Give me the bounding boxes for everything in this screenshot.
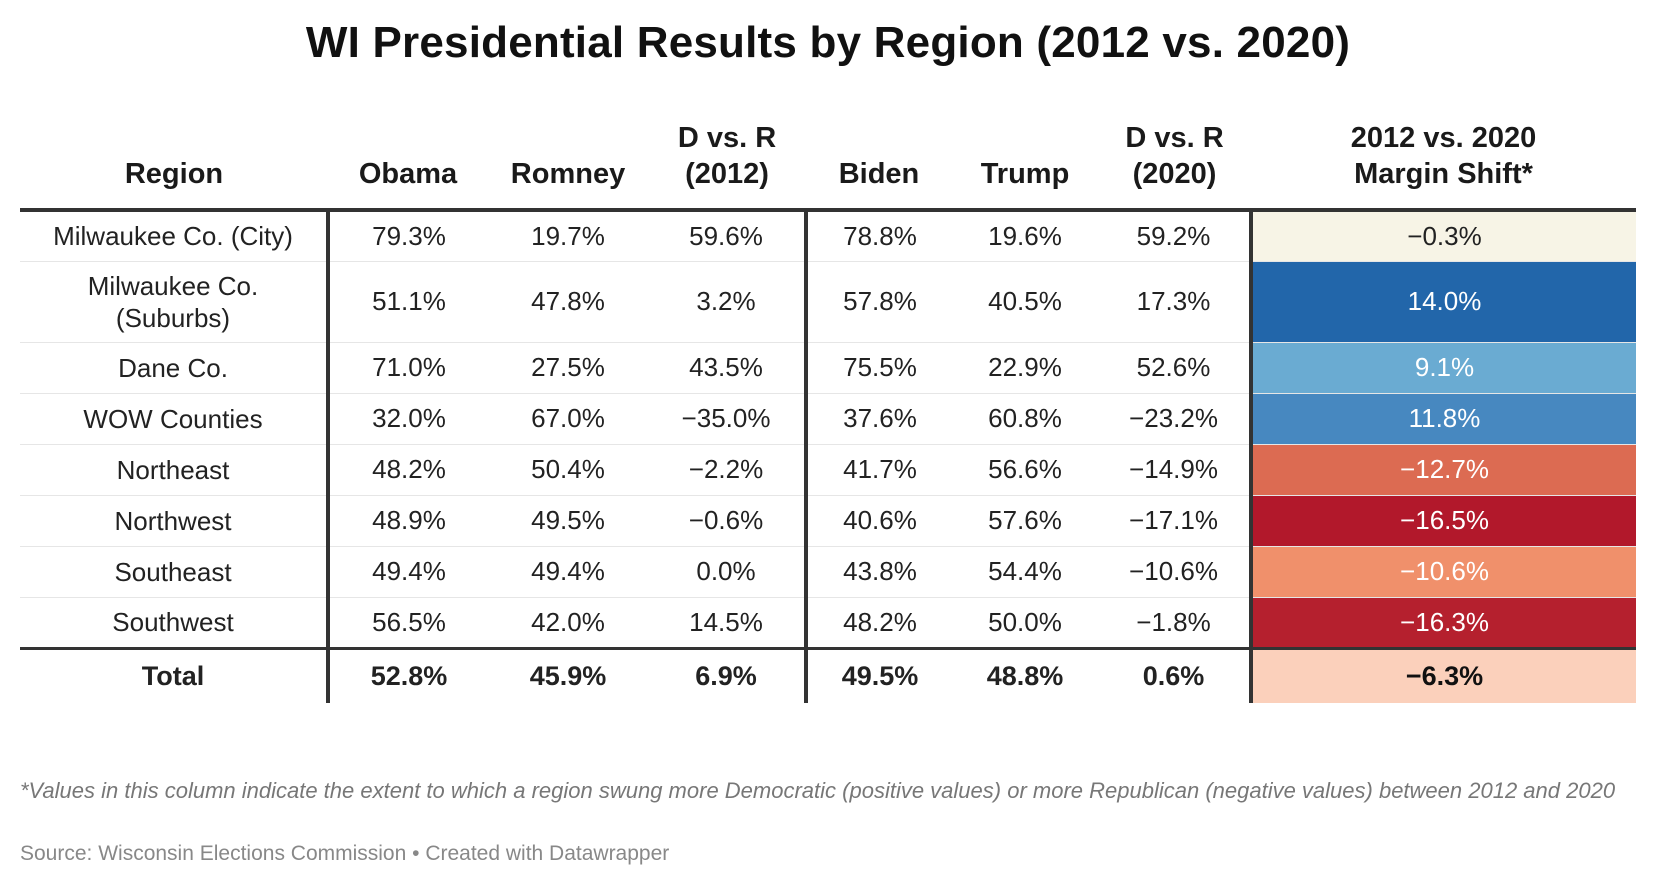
total-romney: 45.9% — [529, 660, 607, 691]
cell-margin-shift: −0.3% — [1251, 210, 1636, 261]
row-region: Southwest — [20, 597, 330, 648]
cell-margin-shift: 11.8% — [1251, 393, 1636, 444]
cell-trump: 40.5% — [988, 286, 1062, 316]
footnote: *Values in this column indicate the exte… — [20, 778, 1616, 803]
cell-biden: 37.6% — [843, 403, 917, 433]
total-margin-shift: −6.3% — [1251, 648, 1636, 703]
cell-dvr-2012: −35.0% — [648, 393, 808, 444]
source-credit: Source: Wisconsin Elections Commission •… — [20, 842, 670, 865]
cell-trump: 50.0% — [988, 606, 1062, 637]
cell-dvr-2012: 14.5% — [648, 597, 808, 648]
row-region: Dane Co. — [20, 342, 330, 393]
cell-obama: 32.0% — [372, 403, 446, 433]
cell-dvr-2020: −10.6% — [1098, 546, 1253, 597]
header-biden: Biden — [838, 158, 920, 190]
header-margin-shift: 2012 vs. 2020 Margin Shift* — [1350, 122, 1537, 190]
cell-margin-shift: −16.3% — [1251, 597, 1636, 648]
cell-dvr-2012: −2.2% — [648, 444, 808, 495]
cell-dvr-2020: 17.3% — [1098, 261, 1253, 342]
chart-title: WI Presidential Results by Region (2012 … — [305, 18, 1351, 67]
cell-dvr-2012: 59.6% — [648, 210, 808, 261]
table-row: Milwaukee Co. (Suburbs) 51.1% 47.8% 3.2% 57.… — [20, 261, 1636, 342]
table-row: Southwest 56.5% 42.0% 14.5% 48.2% 50.0% −1.8% −… — [20, 597, 1636, 648]
cell-obama: 48.9% — [372, 505, 446, 535]
cell-trump: 54.4% — [988, 556, 1062, 586]
cell-dvr-2020: −1.8% — [1098, 597, 1253, 648]
table-row: Southeast 49.4% 49.4% 0.0% 43.8% 54.4% −10.6% −… — [20, 546, 1636, 597]
total-dvr-2012: 6.9% — [648, 648, 808, 703]
cell-trump: 60.8% — [988, 403, 1062, 433]
cell-biden: 57.8% — [843, 286, 917, 316]
table-row: Dane Co. 71.0% 27.5% 43.5% 75.5% 22.9% 52.6% 9.… — [20, 342, 1636, 393]
table-row: Milwaukee Co. (City) 79.3% 19.7% 59.6% 78.8%… — [20, 210, 1636, 261]
table-row: WOW Counties 32.0% 67.0% −35.0% 37.6% 60.8% −2… — [20, 393, 1636, 444]
cell-biden: 41.7% — [843, 454, 917, 484]
row-region: Milwaukee Co. (Suburbs) — [20, 261, 330, 342]
cell-obama: 48.2% — [372, 454, 446, 484]
cell-biden: 43.8% — [843, 556, 917, 586]
header-region: Region — [124, 158, 224, 190]
cell-dvr-2020: −17.1% — [1098, 495, 1253, 546]
row-region: Milwaukee Co. (City) — [20, 210, 330, 261]
row-region: Northeast — [20, 444, 330, 495]
cell-biden: 75.5% — [843, 352, 917, 382]
total-row: Total 52.8% 45.9% 6.9% 49.5% 48.8% 0.6% … — [20, 648, 1636, 703]
cell-dvr-2012: 0.0% — [648, 546, 808, 597]
total-trump: 48.8% — [986, 660, 1064, 691]
cell-obama: 71.0% — [372, 352, 446, 382]
table-row: Northwest 48.9% 49.5% −0.6% 40.6% 57.6% −17.1%… — [20, 495, 1636, 546]
cell-trump: 56.6% — [988, 454, 1062, 484]
cell-romney: 67.0% — [531, 403, 605, 433]
cell-dvr-2012: 3.2% — [648, 261, 808, 342]
cell-dvr-2020: −14.9% — [1098, 444, 1253, 495]
cell-obama: 51.1% — [372, 286, 446, 316]
cell-trump: 22.9% — [988, 352, 1062, 382]
cell-margin-shift: −16.5% — [1251, 495, 1636, 546]
cell-romney: 19.7% — [531, 220, 605, 251]
header-row: Region Obama Romney D vs. R (2012) Biden… — [20, 120, 1636, 210]
header-trump: Trump — [980, 158, 1070, 190]
cell-obama: 79.3% — [372, 220, 446, 251]
cell-romney: 49.5% — [531, 505, 605, 535]
cell-biden: 40.6% — [843, 505, 917, 535]
cell-obama: 56.5% — [372, 606, 446, 637]
cell-dvr-2020: 52.6% — [1098, 342, 1253, 393]
cell-biden: 78.8% — [843, 220, 917, 251]
table-row: Northeast 48.2% 50.4% −2.2% 41.7% 56.6% −14.9%… — [20, 444, 1636, 495]
table-body: Milwaukee Co. (City) 79.3% 19.7% 59.6% 78.8%… — [20, 210, 1636, 648]
cell-romney: 27.5% — [531, 352, 605, 382]
cell-obama: 49.4% — [372, 556, 446, 586]
header-dvr-2012: D vs. R (2012) — [677, 122, 777, 190]
cell-margin-shift: −10.6% — [1251, 546, 1636, 597]
cell-romney: 50.4% — [531, 454, 605, 484]
cell-dvr-2012: 43.5% — [648, 342, 808, 393]
cell-margin-shift: −12.7% — [1251, 444, 1636, 495]
row-region: WOW Counties — [20, 393, 330, 444]
cell-dvr-2012: −0.6% — [648, 495, 808, 546]
cell-romney: 42.0% — [531, 606, 605, 637]
results-table: Region Obama Romney D vs. R (2012) Biden… — [20, 120, 1636, 703]
total-region: Total — [20, 648, 330, 703]
total-dvr-2020: 0.6% — [1098, 648, 1253, 703]
cell-margin-shift: 9.1% — [1251, 342, 1636, 393]
cell-biden: 48.2% — [843, 606, 917, 637]
header-obama: Obama — [358, 158, 458, 190]
cell-dvr-2020: −23.2% — [1098, 393, 1253, 444]
total-biden: 49.5% — [841, 660, 919, 691]
total-obama: 52.8% — [370, 660, 448, 691]
row-region: Northwest — [20, 495, 330, 546]
cell-margin-shift: 14.0% — [1251, 261, 1636, 342]
cell-romney: 47.8% — [531, 286, 605, 316]
header-romney: Romney — [510, 158, 626, 190]
cell-trump: 57.6% — [988, 505, 1062, 535]
row-region: Southeast — [20, 546, 330, 597]
header-dvr-2020: D vs. R (2020) — [1125, 122, 1224, 190]
cell-romney: 49.4% — [531, 556, 605, 586]
cell-dvr-2020: 59.2% — [1098, 210, 1253, 261]
cell-trump: 19.6% — [988, 220, 1062, 251]
